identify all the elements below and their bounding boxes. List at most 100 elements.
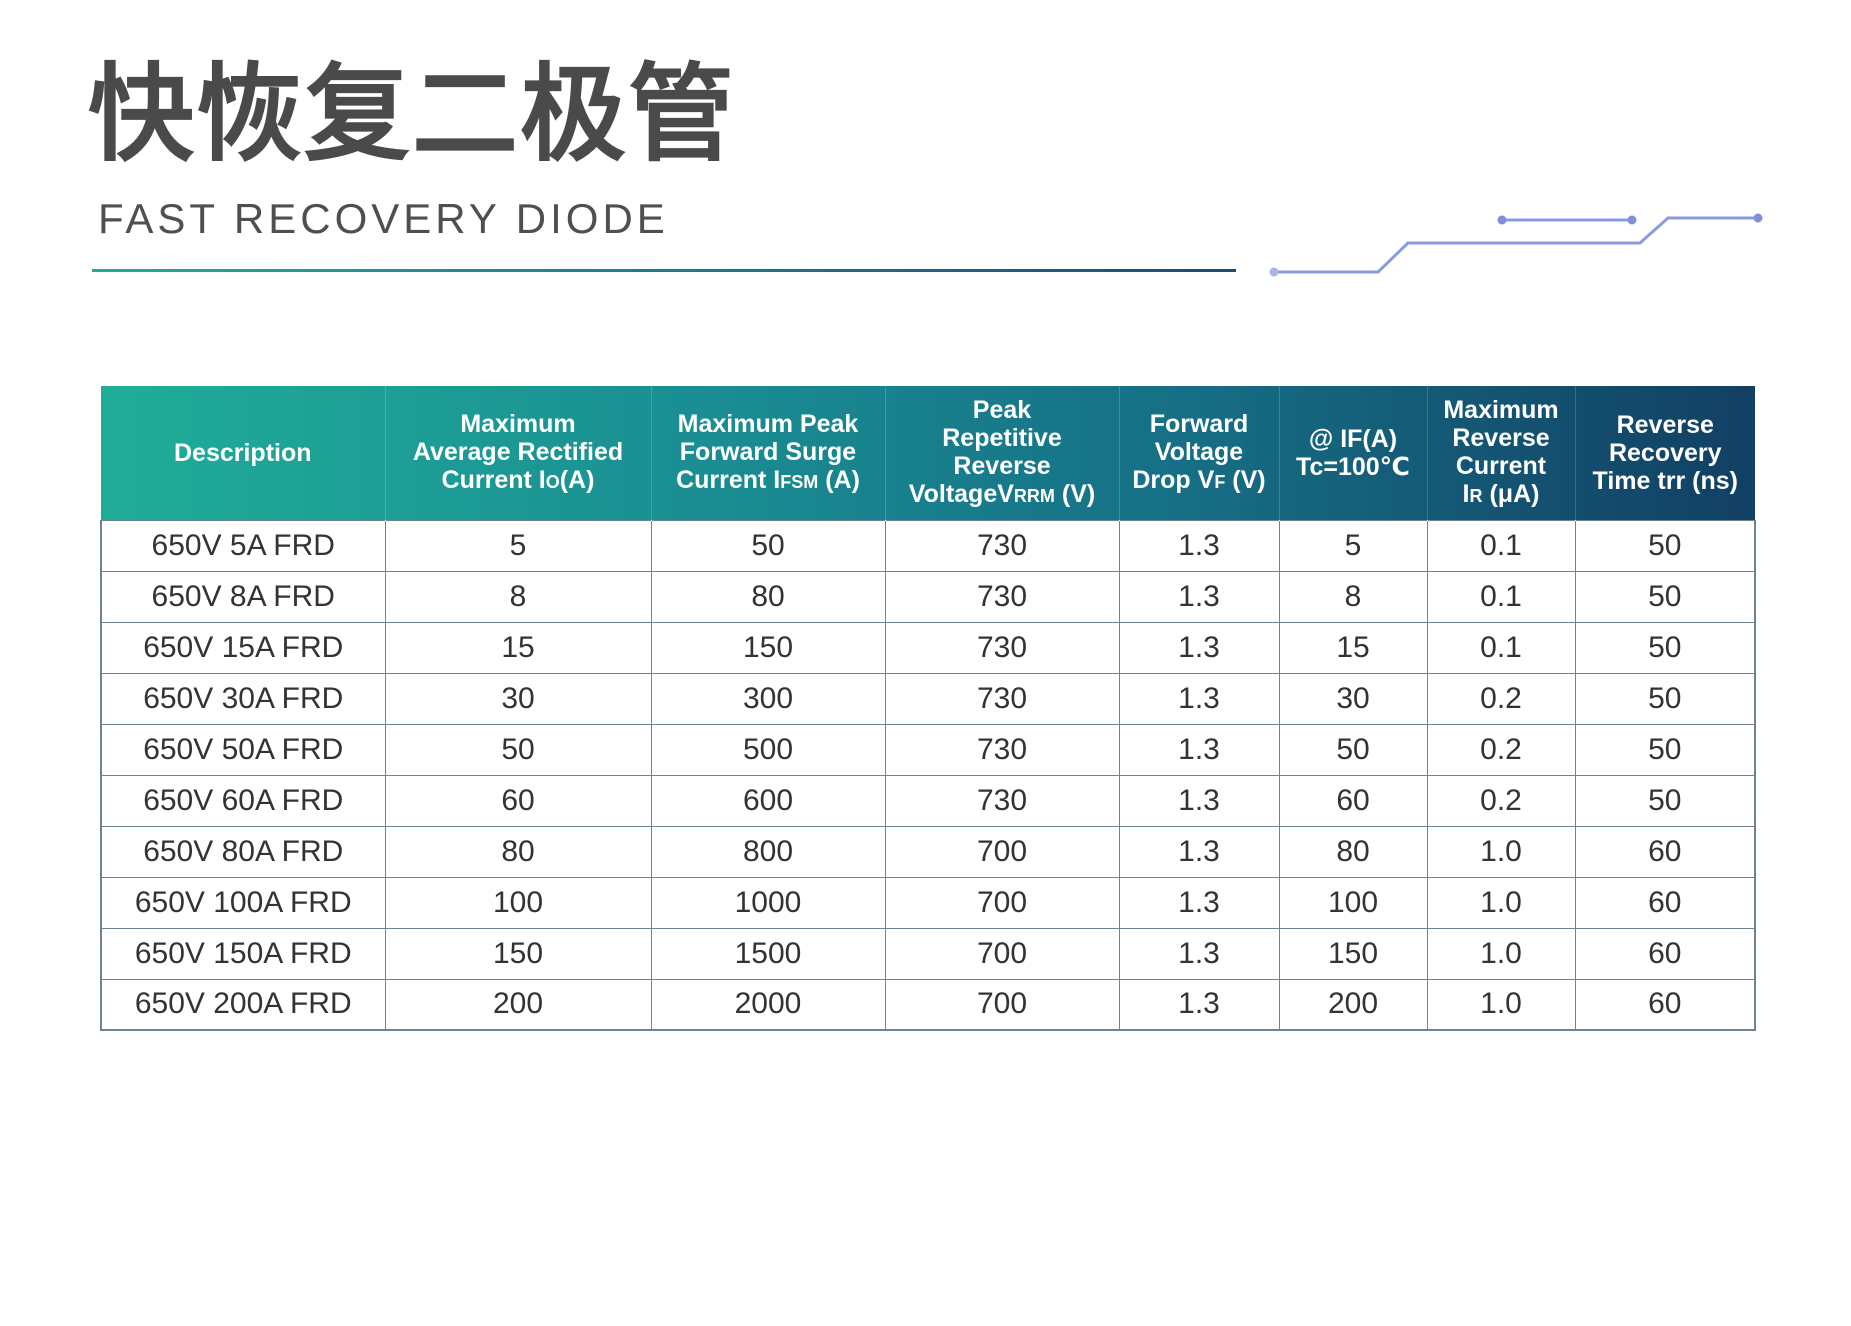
circuit-line-decoration [1269, 213, 1763, 277]
table-cell: 8 [384, 570, 652, 623]
table-cell: 5 [384, 519, 652, 572]
header-text: RRM [1013, 485, 1055, 506]
header-text: Maximum Peak [677, 409, 859, 438]
header-text: (V) [1225, 465, 1266, 494]
row-description: 650V 150A FRD [100, 927, 386, 980]
table-cell: 200 [1278, 978, 1428, 1031]
header-text: Reverse [953, 451, 1051, 480]
header-text: FSM [780, 471, 819, 492]
table-cell: 50 [384, 723, 652, 776]
table-cell: 1.3 [1118, 723, 1280, 776]
header-text: Current [1455, 451, 1547, 480]
table-cell: 1.3 [1118, 519, 1280, 572]
table-cell: 30 [1278, 672, 1428, 725]
table-cell: 0.1 [1426, 570, 1576, 623]
title-underline [92, 269, 1236, 272]
header-text: Forward [1149, 409, 1249, 438]
table-cell: 80 [650, 570, 886, 623]
table-cell: 1.3 [1118, 825, 1280, 878]
table-cell: 50 [1574, 774, 1756, 827]
header-unit-line: Current IFSM (A) [656, 466, 881, 496]
table-cell: 0.1 [1426, 519, 1576, 572]
table-cell: 0.2 [1426, 774, 1576, 827]
header-text: Forward Surge [679, 437, 857, 466]
column-header-5: @ IF(A) Tc=100℃ [1279, 386, 1428, 520]
column-header-3: Peak Repetitive Reverse VoltageVRRM (V) [885, 386, 1120, 520]
table-cell: 50 [1574, 570, 1756, 623]
table-cell: 60 [1574, 825, 1756, 878]
table-cell: 500 [650, 723, 886, 776]
header-text: Peak [972, 395, 1032, 424]
header-text: (A) [818, 465, 860, 494]
header-text: Maximum [1443, 395, 1559, 424]
header-text: O [545, 471, 560, 492]
table-cell: 150 [650, 621, 886, 674]
row-description: 650V 80A FRD [100, 825, 386, 878]
table-row: 650V 15A FRD 15 150 730 1.3 15 0.1 50 [100, 621, 1756, 674]
row-description: 650V 8A FRD [100, 570, 386, 623]
header-unit-line: IR (μA) [1432, 480, 1571, 510]
column-header-7: Reverse Recovery Time trr (ns) [1575, 386, 1755, 520]
table-cell: 2000 [650, 978, 886, 1031]
table-row: 650V 30A FRD 30 300 730 1.3 30 0.2 50 [100, 672, 1756, 725]
table-row: 650V 60A FRD 60 600 730 1.3 60 0.2 50 [100, 774, 1756, 827]
header-text: Tc=100℃ [1296, 452, 1410, 481]
table-cell: 1.3 [1118, 927, 1280, 980]
table-cell: 700 [884, 978, 1120, 1031]
table-cell: 30 [384, 672, 652, 725]
table-cell: 730 [884, 570, 1120, 623]
header-text: (A) [559, 465, 595, 494]
table-cell: 5 [1278, 519, 1428, 572]
header-text: (V) [1054, 479, 1096, 508]
table-cell: 0.2 [1426, 723, 1576, 776]
row-description: 650V 60A FRD [100, 774, 386, 827]
table-cell: 200 [384, 978, 652, 1031]
table-cell: 1000 [650, 876, 886, 929]
table-cell: 1.0 [1426, 825, 1576, 878]
table-cell: 60 [384, 774, 652, 827]
table-cell: 60 [1278, 774, 1428, 827]
header-text: Current I [676, 465, 781, 494]
header-text: I [1462, 479, 1470, 508]
table-cell: 150 [1278, 927, 1428, 980]
row-description: 650V 100A FRD [100, 876, 386, 929]
header-text: Recovery [1608, 438, 1722, 467]
table-cell: 50 [1574, 621, 1756, 674]
page-subtitle: FAST RECOVERY DIODE [98, 195, 669, 242]
header-text: Current I [441, 465, 546, 494]
row-description: 650V 30A FRD [100, 672, 386, 725]
table-cell: 0.2 [1426, 672, 1576, 725]
page-title: 快恢复二极管 [88, 53, 736, 176]
table-cell: 50 [650, 519, 886, 572]
header-text: Description [173, 438, 312, 467]
table-cell: 730 [884, 672, 1120, 725]
row-description: 650V 50A FRD [100, 723, 386, 776]
table-cell: 15 [1278, 621, 1428, 674]
header-text: Reverse [1452, 423, 1550, 452]
table-cell: 730 [884, 621, 1120, 674]
table-cell: 80 [1278, 825, 1428, 878]
table-cell: 1.3 [1118, 621, 1280, 674]
row-description: 650V 15A FRD [100, 621, 386, 674]
header-text: Voltage [1154, 437, 1244, 466]
table-cell: 730 [884, 774, 1120, 827]
header-text: R [1469, 485, 1483, 506]
header-text: @ IF(A) [1308, 424, 1398, 453]
table-cell: 800 [650, 825, 886, 878]
table-row: 650V 5A FRD 5 50 730 1.3 5 0.1 50 [100, 519, 1756, 572]
table-cell: 700 [884, 927, 1120, 980]
column-header-0: Description [101, 386, 386, 520]
table-cell: 100 [384, 876, 652, 929]
header-text: (μA) [1482, 479, 1540, 508]
table-cell: 700 [884, 825, 1120, 878]
table-cell: 1.0 [1426, 978, 1576, 1031]
table-cell: 8 [1278, 570, 1428, 623]
table-row: 650V 100A FRD 100 1000 700 1.3 100 1.0 60 [100, 876, 1756, 929]
column-header-2: Maximum Peak Forward Surge Current IFSM (A… [651, 386, 886, 520]
table-cell: 80 [384, 825, 652, 878]
header-row: Description Maximum Average Rectified Curre… [101, 386, 1755, 520]
table-row: 650V 150A FRD 150 1500 700 1.3 150 1.0 60 [100, 927, 1756, 980]
header-unit-line: VoltageVRRM (V) [890, 480, 1115, 510]
table-cell: 0.1 [1426, 621, 1576, 674]
table-cell: 700 [884, 876, 1120, 929]
